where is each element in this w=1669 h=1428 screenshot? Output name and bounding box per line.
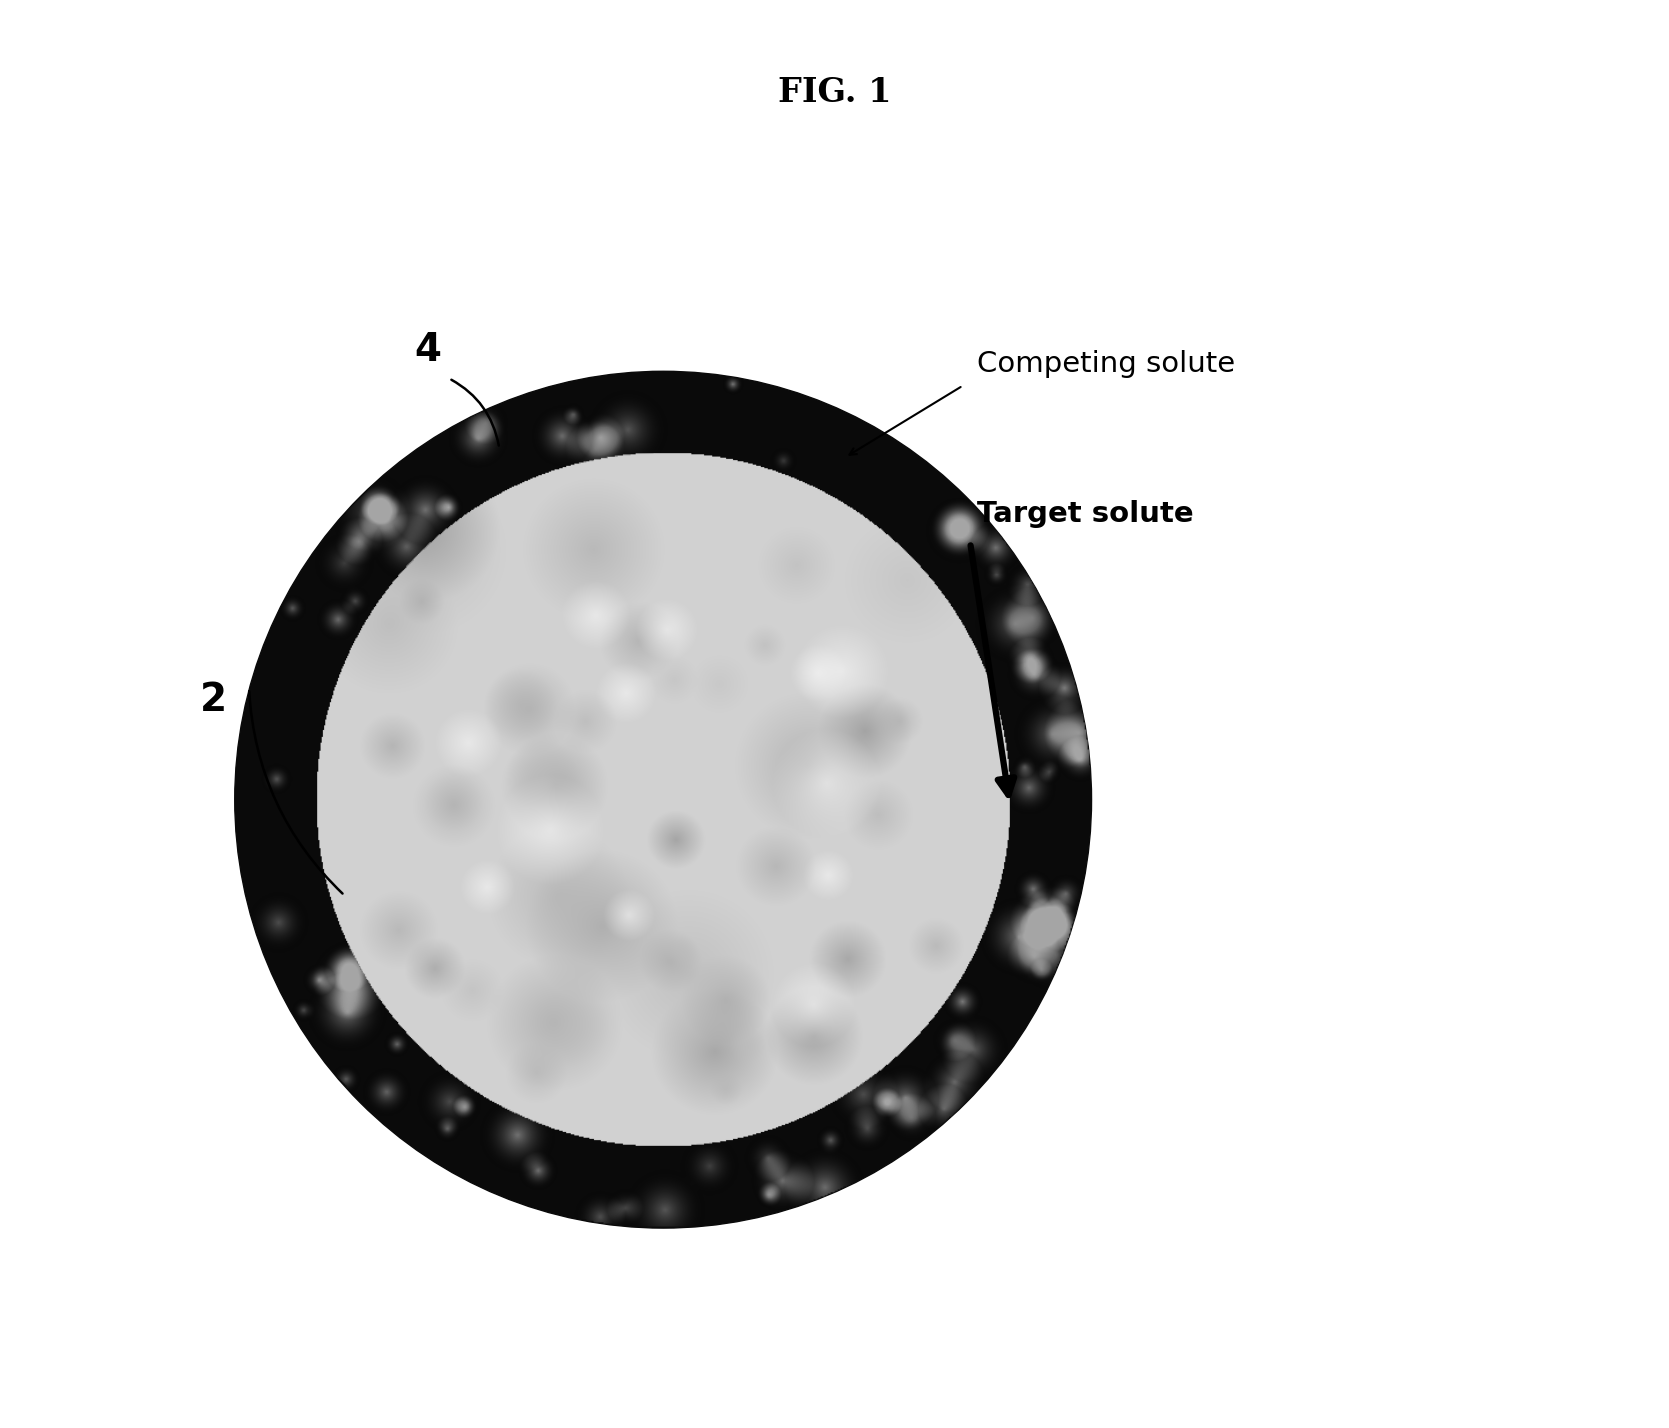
Text: 2: 2 [200,681,227,718]
Circle shape [235,371,1092,1228]
Text: Target solute: Target solute [978,500,1193,528]
Text: 4: 4 [414,331,441,368]
Text: Competing solute: Competing solute [978,350,1235,378]
Text: FIG. 1: FIG. 1 [778,76,891,110]
